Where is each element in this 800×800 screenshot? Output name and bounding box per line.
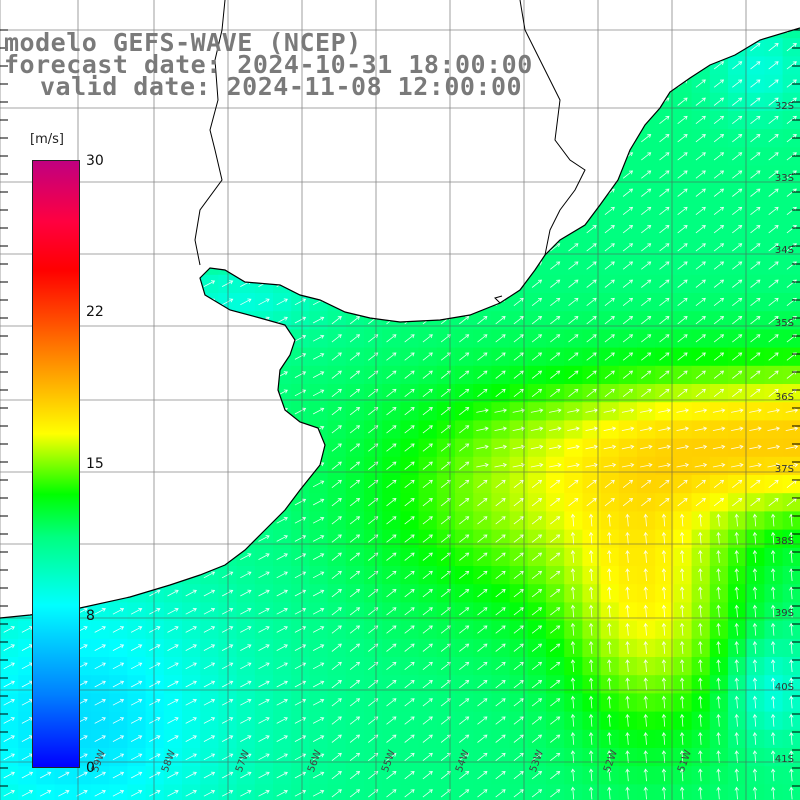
frame-ticks [0,29,800,787]
lat-label-39S: 39S [774,608,794,619]
lat-label-32S: 32S [774,101,794,112]
lat-label-35S: 35S [774,318,794,329]
legend-tick-15: 15 [86,456,104,472]
color-scale-bar [32,160,80,768]
legend-tick-30: 30 [86,153,104,169]
lat-label-34S: 34S [774,245,794,256]
land-border-0 [519,0,586,256]
forecast-date: forecast date: 2024-10-31 18:00:00 [4,50,533,79]
lat-label-38S: 38S [774,536,794,547]
land-border-2 [494,295,503,304]
lat-label-36S: 36S [774,392,794,403]
lat-label-33S: 33S [774,173,794,184]
lat-label-41S: 41S [774,754,794,765]
lat-label-37S: 37S [774,464,794,475]
legend-tick-8: 8 [86,608,95,624]
legend-tick-22: 22 [86,304,104,320]
legend-tick-0: 0 [86,760,95,776]
valid-date: valid date: 2024-11-08 12:00:00 [40,72,523,101]
coastline [0,27,800,619]
lat-label-40S: 40S [774,682,794,693]
land-border-1 [194,0,226,266]
legend-unit: [m/s] [30,132,64,147]
model-title: modelo GEFS-WAVE (NCEP) [4,28,362,57]
